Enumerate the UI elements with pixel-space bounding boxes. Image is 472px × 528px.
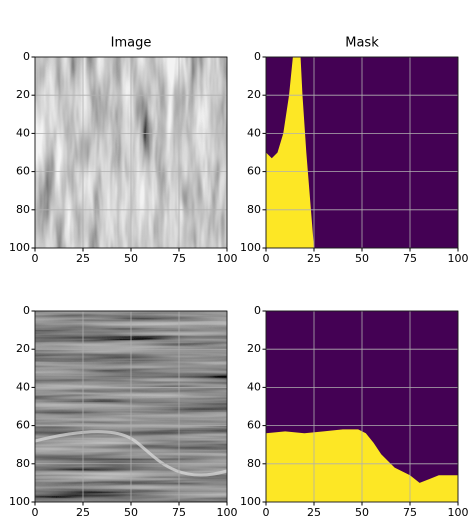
x-tick-label: 0 (263, 252, 270, 265)
y-tick-label: 80 (16, 203, 30, 216)
y-tick-label: 0 (254, 50, 261, 63)
y-tick-label: 100 (9, 495, 30, 508)
x-tick-label: 75 (403, 252, 417, 265)
y-tick-label: 80 (16, 457, 30, 470)
x-tick-label: 100 (448, 252, 469, 265)
y-tick-label: 40 (247, 380, 261, 393)
y-tick-label: 100 (9, 241, 30, 254)
x-tick-label: 100 (448, 506, 469, 519)
y-tick-label: 80 (247, 203, 261, 216)
image-reflector (34, 430, 228, 477)
x-tick-label: 0 (32, 252, 39, 265)
y-tick-label: 100 (240, 495, 261, 508)
y-tick-label: 60 (16, 165, 30, 178)
y-tick-label: 40 (16, 380, 30, 393)
x-tick-label: 0 (263, 506, 270, 519)
y-tick-label: 20 (16, 342, 30, 355)
y-tick-label: 20 (16, 88, 30, 101)
x-tick-label: 75 (172, 506, 186, 519)
x-tick-label: 75 (403, 506, 417, 519)
axes-title: Mask (345, 36, 379, 51)
x-tick-label: 75 (172, 252, 186, 265)
x-tick-label: 0 (32, 506, 39, 519)
y-tick-label: 80 (247, 457, 261, 470)
y-tick-label: 20 (247, 342, 261, 355)
axes-frame (34, 56, 228, 249)
y-tick-label: 0 (23, 304, 30, 317)
x-tick-label: 50 (124, 506, 138, 519)
y-tick-label: 60 (247, 165, 261, 178)
axes-frame (34, 310, 228, 503)
axes-title: Image (111, 36, 152, 51)
y-tick-label: 40 (16, 126, 30, 139)
y-tick-label: 60 (16, 419, 30, 432)
x-tick-label: 100 (217, 506, 238, 519)
y-tick-label: 0 (254, 304, 261, 317)
x-tick-label: 50 (355, 252, 369, 265)
x-tick-label: 50 (124, 252, 138, 265)
y-tick-label: 100 (240, 241, 261, 254)
y-tick-label: 40 (247, 126, 261, 139)
x-tick-label: 25 (307, 252, 321, 265)
x-tick-label: 25 (307, 506, 321, 519)
y-tick-label: 60 (247, 419, 261, 432)
x-tick-label: 25 (76, 252, 90, 265)
axes-frame (265, 56, 459, 249)
mask-area (266, 57, 314, 248)
x-tick-label: 100 (217, 252, 238, 265)
x-tick-label: 50 (355, 506, 369, 519)
axes-frame (265, 310, 459, 503)
y-tick-label: 0 (23, 50, 30, 63)
x-tick-label: 25 (76, 506, 90, 519)
y-tick-label: 20 (247, 88, 261, 101)
